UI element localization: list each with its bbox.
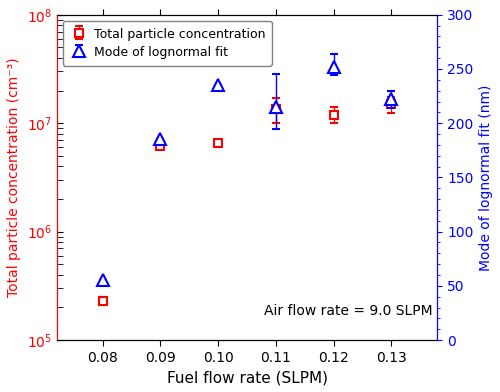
Text: Air flow rate = 9.0 SLPM: Air flow rate = 9.0 SLPM <box>264 304 433 318</box>
X-axis label: Fuel flow rate (SLPM): Fuel flow rate (SLPM) <box>166 370 328 385</box>
Y-axis label: Mode of lognormal fit (nm): Mode of lognormal fit (nm) <box>479 84 493 270</box>
Y-axis label: Total particle concentration (cm⁻³): Total particle concentration (cm⁻³) <box>7 58 21 297</box>
Legend: Total particle concentration, Mode of lognormal fit: Total particle concentration, Mode of lo… <box>63 21 272 66</box>
